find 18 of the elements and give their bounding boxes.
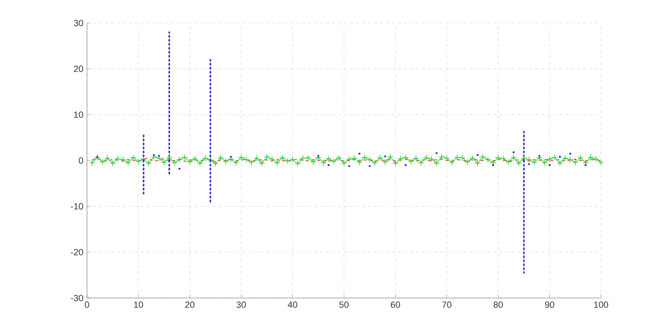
y-tick-label: 0 [78,157,84,164]
x-tick-label: 50 [339,302,349,308]
y-tick-label: 10 [74,111,84,118]
x-tick-label: 100 [594,302,608,308]
y-tick-label: -30 [70,294,84,302]
x-tick-label: 0 [84,302,90,308]
y-tick-label: 30 [74,20,84,26]
x-tick-label: 70 [442,302,452,308]
y-tick-label: -10 [70,203,84,210]
y-tick-label: -20 [70,248,84,256]
x-tick-label: 40 [288,302,298,308]
x-tick-label: 30 [236,302,246,308]
y-tick-label: 20 [74,66,84,72]
x-tick-label: 10 [134,302,144,308]
x-tick-label: 80 [494,302,503,308]
x-tick-label: 60 [390,302,400,308]
x-tick-label: 90 [545,302,554,308]
x-tick-label: 20 [185,302,194,308]
